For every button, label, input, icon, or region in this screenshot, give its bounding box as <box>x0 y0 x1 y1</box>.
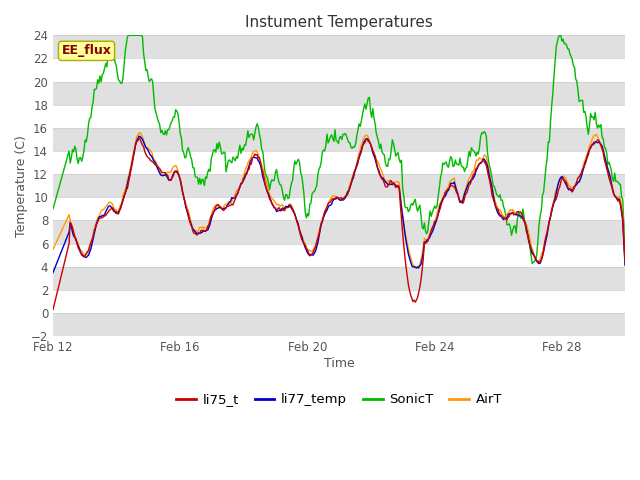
li75_t <box>621 259 629 264</box>
AirT <box>621 259 629 265</box>
AirT <box>322 208 330 214</box>
AirT <box>136 130 144 135</box>
AirT <box>412 264 419 270</box>
Bar <box>53 82 625 105</box>
AirT <box>520 219 528 225</box>
li75_t <box>49 307 57 312</box>
li75_t <box>519 214 527 219</box>
SonicT <box>125 33 132 38</box>
li77_temp <box>322 209 330 215</box>
Legend: li75_t, li77_temp, SonicT, AirT: li75_t, li77_temp, SonicT, AirT <box>171 388 508 411</box>
AirT <box>325 198 333 204</box>
Bar <box>53 128 625 151</box>
Bar <box>53 220 625 244</box>
li75_t <box>135 135 143 141</box>
SonicT <box>391 146 399 152</box>
li77_temp <box>621 263 629 268</box>
AirT <box>360 135 367 141</box>
AirT <box>391 180 399 186</box>
Bar <box>53 174 625 197</box>
Bar <box>53 313 625 336</box>
SonicT <box>519 206 527 212</box>
Y-axis label: Temperature (C): Temperature (C) <box>15 135 28 237</box>
SonicT <box>360 106 367 111</box>
Text: EE_flux: EE_flux <box>61 44 111 57</box>
li75_t <box>322 206 330 212</box>
X-axis label: Time: Time <box>324 357 355 370</box>
li77_temp <box>135 133 143 139</box>
li77_temp <box>49 270 57 276</box>
Line: AirT: AirT <box>53 132 625 267</box>
li77_temp <box>609 186 616 192</box>
SonicT <box>528 261 536 266</box>
SonicT <box>610 179 618 184</box>
Bar <box>53 36 625 59</box>
Bar <box>53 267 625 290</box>
li77_temp <box>360 140 367 145</box>
li77_temp <box>391 181 399 187</box>
AirT <box>49 247 57 252</box>
li75_t <box>391 182 399 188</box>
SonicT <box>621 247 629 252</box>
SonicT <box>49 206 57 212</box>
SonicT <box>322 143 330 148</box>
SonicT <box>325 137 333 143</box>
Line: SonicT: SonicT <box>53 36 625 264</box>
Line: li77_temp: li77_temp <box>53 136 625 273</box>
li75_t <box>360 141 367 147</box>
li77_temp <box>325 203 333 208</box>
li77_temp <box>519 216 527 222</box>
li75_t <box>325 200 333 205</box>
Line: li75_t: li75_t <box>53 138 625 310</box>
AirT <box>610 189 618 194</box>
Title: Instument Temperatures: Instument Temperatures <box>245 15 433 30</box>
li75_t <box>609 186 616 192</box>
